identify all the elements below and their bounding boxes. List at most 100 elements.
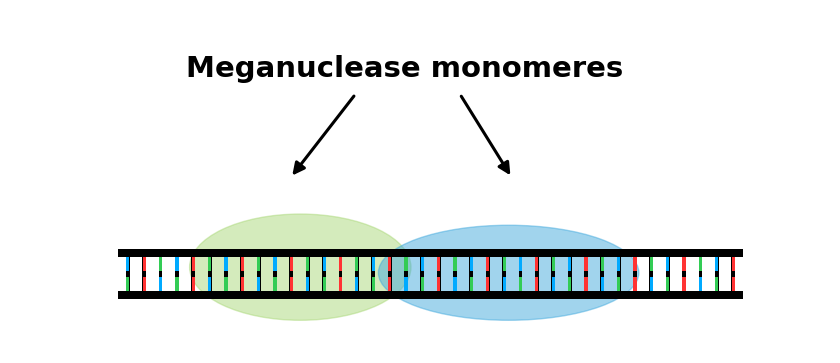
Bar	[404, 257, 408, 291]
Bar	[601, 257, 604, 272]
Bar	[715, 257, 718, 272]
Bar	[224, 277, 228, 291]
Bar	[732, 277, 735, 291]
Bar	[552, 277, 555, 291]
Bar	[486, 257, 490, 291]
Bar	[519, 257, 522, 272]
Bar	[682, 257, 685, 272]
Bar	[420, 257, 424, 291]
Bar	[715, 257, 719, 291]
Bar	[404, 257, 407, 272]
Bar	[699, 257, 702, 291]
Bar	[290, 277, 293, 291]
Bar	[274, 277, 276, 291]
Bar	[649, 257, 654, 291]
Bar	[323, 277, 326, 291]
Bar	[388, 257, 391, 272]
Bar	[387, 257, 391, 291]
Bar	[617, 257, 620, 272]
Bar	[437, 277, 440, 291]
Bar	[568, 257, 571, 272]
Bar	[208, 257, 211, 272]
Bar	[126, 257, 129, 291]
Bar	[404, 277, 407, 291]
Bar	[502, 277, 506, 291]
Bar	[650, 277, 653, 291]
Bar	[568, 257, 571, 291]
Bar	[650, 257, 653, 272]
Bar	[585, 277, 587, 291]
Bar	[323, 257, 326, 272]
Bar	[192, 257, 195, 291]
Bar	[502, 257, 506, 272]
Bar	[437, 257, 440, 272]
Bar	[175, 257, 179, 291]
Bar	[159, 257, 162, 291]
Bar	[306, 257, 309, 272]
Bar	[224, 257, 228, 272]
Bar	[715, 277, 718, 291]
Bar	[617, 277, 620, 291]
Bar	[339, 277, 342, 291]
Bar	[306, 277, 309, 291]
Bar	[421, 257, 424, 272]
Bar	[470, 257, 474, 291]
Bar	[454, 277, 457, 291]
Bar	[159, 277, 162, 291]
Bar	[306, 257, 310, 291]
Bar	[339, 257, 342, 272]
Bar	[257, 257, 260, 272]
Bar	[568, 277, 571, 291]
Ellipse shape	[378, 225, 639, 320]
Bar	[584, 257, 588, 291]
Bar	[355, 257, 359, 272]
Bar	[535, 277, 538, 291]
Bar	[192, 257, 195, 272]
Bar	[388, 277, 391, 291]
Bar	[502, 257, 506, 291]
Bar	[208, 277, 211, 291]
Bar	[142, 257, 146, 291]
Text: Meganuclease monomeres: Meganuclease monomeres	[186, 55, 623, 83]
Bar	[682, 277, 685, 291]
Bar	[682, 257, 686, 291]
Bar	[257, 277, 260, 291]
Bar	[118, 291, 743, 299]
Bar	[732, 257, 735, 291]
Bar	[126, 257, 129, 272]
Bar	[257, 257, 260, 291]
Bar	[454, 257, 457, 272]
Bar	[192, 277, 195, 291]
Bar	[453, 257, 457, 291]
Bar	[118, 249, 743, 257]
Bar	[552, 257, 555, 272]
Bar	[159, 257, 162, 272]
Bar	[371, 257, 375, 291]
Bar	[732, 257, 735, 272]
Bar	[699, 257, 702, 272]
Bar	[633, 277, 637, 291]
Bar	[143, 257, 146, 272]
Bar	[421, 277, 424, 291]
Bar	[666, 257, 669, 291]
Bar	[666, 257, 669, 272]
Bar	[126, 277, 129, 291]
Bar	[176, 257, 179, 272]
Bar	[535, 257, 538, 291]
Bar	[241, 257, 244, 272]
Bar	[437, 257, 441, 291]
Bar	[241, 277, 244, 291]
Bar	[519, 277, 522, 291]
Bar	[355, 277, 359, 291]
Bar	[470, 277, 473, 291]
Bar	[371, 257, 375, 272]
Bar	[633, 257, 637, 291]
Bar	[486, 277, 490, 291]
Bar	[339, 257, 343, 291]
Ellipse shape	[190, 214, 411, 320]
Bar	[535, 257, 538, 272]
Bar	[290, 257, 293, 291]
Bar	[699, 277, 702, 291]
Bar	[470, 257, 473, 272]
Bar	[601, 277, 604, 291]
